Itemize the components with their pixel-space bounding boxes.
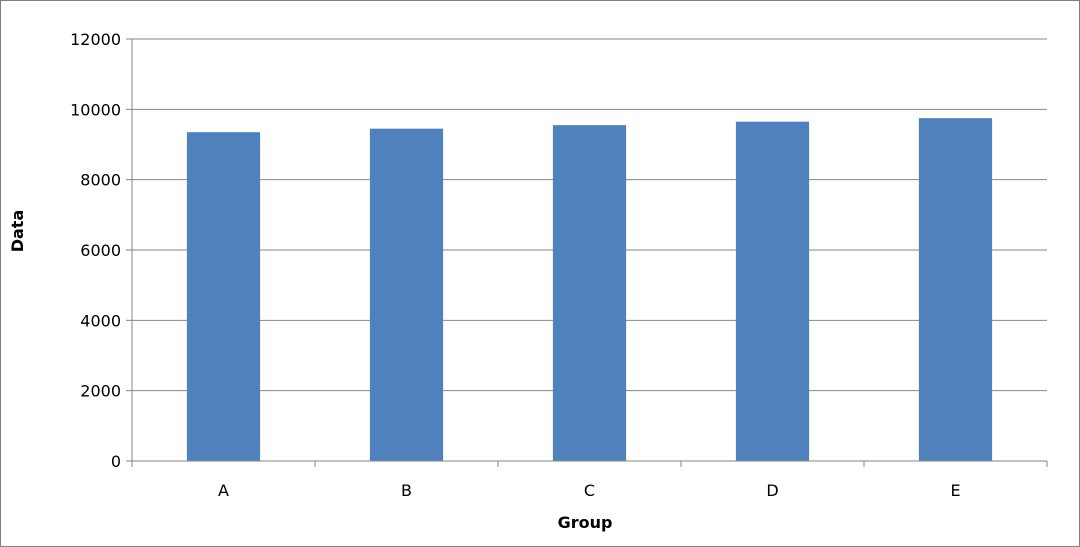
x-axis-title: Group xyxy=(558,513,613,532)
y-tick-label: 0 xyxy=(111,452,121,471)
y-tick-label: 12000 xyxy=(70,30,121,49)
bars xyxy=(186,118,993,462)
x-tick-label: C xyxy=(584,481,595,500)
x-tick-label: E xyxy=(950,481,960,500)
bar-C xyxy=(552,125,627,462)
bar-B xyxy=(369,128,444,462)
x-tick-label: B xyxy=(401,481,412,500)
x-tick-label: D xyxy=(766,481,778,500)
y-tick-label: 4000 xyxy=(80,311,121,330)
y-tick-label: 10000 xyxy=(70,100,121,119)
y-tick-label: 8000 xyxy=(80,171,121,190)
y-tick-labels: 0 2000 4000 6000 8000 10000 12000 xyxy=(70,30,121,471)
bar-D xyxy=(735,121,810,462)
bar-A xyxy=(186,132,261,462)
axes xyxy=(126,38,1048,467)
y-axis-title: Data xyxy=(8,210,27,253)
y-tick-label: 6000 xyxy=(80,241,121,260)
x-tick-labels: A B C D E xyxy=(218,481,961,500)
bar-E xyxy=(918,118,993,461)
x-tick-label: A xyxy=(218,481,229,500)
y-tick-label: 2000 xyxy=(80,382,121,401)
